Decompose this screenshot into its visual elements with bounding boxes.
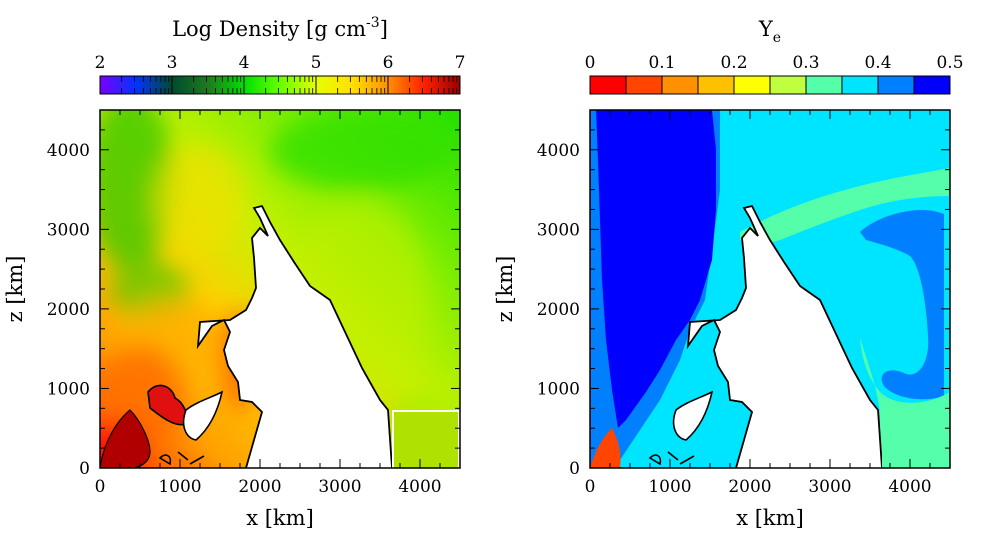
- ye-colorbar-bin: [697, 75, 735, 95]
- ye-colorbar-bin: [805, 75, 843, 95]
- ye-y-tick-label: 2000: [537, 300, 580, 320]
- density-excised-island: [182, 390, 224, 441]
- ye-y-tick-label: 4000: [537, 141, 580, 161]
- ye-colorbar-bin: [625, 75, 663, 95]
- density-y-tick-label: 1000: [47, 379, 90, 399]
- ye-colorbar-tick-label: 0.5: [936, 53, 963, 73]
- ye-red-core: [590, 428, 621, 468]
- ye-x-axis-label: x [km]: [736, 506, 804, 530]
- ye-colorbar-bin: [913, 75, 951, 95]
- density-y-tick-label: 4000: [47, 141, 90, 161]
- density-x-tick-label: 0: [95, 477, 106, 497]
- ye-title-sub: e: [773, 30, 781, 46]
- ye-colorbar-tick-label: 0.2: [720, 53, 747, 73]
- ye-colorbar-tick-label: 0.3: [792, 53, 819, 73]
- ye-axis-ticks: [589, 109, 951, 469]
- ye-x-tick-label: 2000: [728, 477, 771, 497]
- ye-excised-island: [672, 390, 714, 441]
- ye-colorbar-bin: [661, 75, 699, 95]
- ye-colorbar-bin: [769, 75, 807, 95]
- ye-colorbar-tick-label: 0.4: [864, 53, 891, 73]
- ye-colorbar-frame: [589, 75, 951, 95]
- density-y-tick-label: 2000: [47, 300, 90, 320]
- ye-y-tick-label: 1000: [537, 379, 580, 399]
- density-title: Log Density [g cm-3]: [172, 15, 388, 41]
- ye-y-axis-label: z [km]: [493, 256, 517, 323]
- density-green-strip: [394, 412, 458, 468]
- density-colorbar-tick-label: 2: [95, 53, 106, 73]
- ye-title-main: Y: [758, 17, 774, 41]
- ye-outer-strip: [882, 410, 950, 468]
- density-colorbar-tick-label: 4: [239, 53, 250, 73]
- density-y-tick-labels: 0 1000 2000 3000 4000: [47, 141, 90, 479]
- density-y-tick-label: 0: [79, 459, 90, 479]
- density-colorbar-labels: 2 3 4 5 6 7: [95, 53, 466, 73]
- ye-colorbar-labels: 0 0.1 0.2 0.3 0.4 0.5: [585, 53, 964, 73]
- ye-colorbar-bin: [877, 75, 915, 95]
- density-panel: Log Density [g cm-3] 2 3 4 5 6 7: [3, 15, 465, 530]
- ye-colorbar-tick-label: 0.1: [648, 53, 675, 73]
- ye-colorbar: 0 0.1 0.2 0.3 0.4 0.5: [585, 53, 964, 95]
- density-axis-ticks: [99, 109, 461, 469]
- density-clump: [158, 451, 205, 466]
- density-x-axis-label: x [km]: [246, 506, 314, 530]
- density-colorbar-ticks: [99, 76, 461, 94]
- density-title-end: ]: [380, 17, 388, 41]
- density-colorbar-tick-label: 6: [383, 53, 394, 73]
- density-title-sup: -3: [366, 15, 380, 31]
- ye-x-tick-label: 0: [585, 477, 596, 497]
- ye-y-tick-label: 0: [569, 459, 580, 479]
- ye-colorbar-tick-label: 0: [585, 53, 596, 73]
- ye-colorbar-bins: [589, 75, 951, 95]
- density-y-tick-label: 3000: [47, 220, 90, 240]
- density-core: [100, 409, 151, 468]
- density-colorbar: 2 3 4 5 6 7: [95, 53, 466, 95]
- density-excised-region: [196, 204, 460, 468]
- ye-x-tick-label: 3000: [808, 477, 851, 497]
- ye-excised-region: [686, 204, 950, 468]
- density-y-axis-label: z [km]: [3, 256, 27, 323]
- density-x-tick-label: 1000: [158, 477, 201, 497]
- ye-heatmap: [590, 110, 950, 468]
- density-colorbar-tick-label: 7: [455, 53, 466, 73]
- ye-y-tick-label: 3000: [537, 220, 580, 240]
- density-colorbar-tick-label: 5: [311, 53, 322, 73]
- ye-clump: [648, 451, 695, 466]
- density-x-tick-labels: 0 1000 2000 3000 4000: [95, 477, 442, 497]
- ye-title: Ye: [758, 17, 781, 46]
- ye-deep-blue-region: [596, 110, 716, 428]
- ye-colorbar-bin: [841, 75, 879, 95]
- density-x-tick-label: 3000: [318, 477, 361, 497]
- density-structures: [100, 110, 460, 468]
- ye-aqua-filament: [740, 168, 950, 244]
- ye-colorbar-bin: [733, 75, 771, 95]
- ye-x-tick-labels: 0 1000 2000 3000 4000: [585, 477, 932, 497]
- ye-x-tick-label: 1000: [648, 477, 691, 497]
- density-colorbar-fill: [99, 75, 461, 95]
- ye-panel: Ye 0 0.1 0.2 0.3 0.4 0.5 0 1000 2000 3000 4000 0 1…: [493, 17, 964, 530]
- density-colorbar-tick-label: 3: [167, 53, 178, 73]
- ye-colorbar-bin: [589, 75, 627, 95]
- ye-x-tick-label: 4000: [888, 477, 931, 497]
- density-x-tick-label: 4000: [398, 477, 441, 497]
- density-title-main: Log Density [g cm: [172, 17, 366, 41]
- ye-y-tick-labels: 0 1000 2000 3000 4000: [537, 141, 580, 479]
- density-x-tick-label: 2000: [238, 477, 281, 497]
- density-heatmap: [100, 110, 460, 468]
- ye-blue-swirl: [860, 210, 944, 400]
